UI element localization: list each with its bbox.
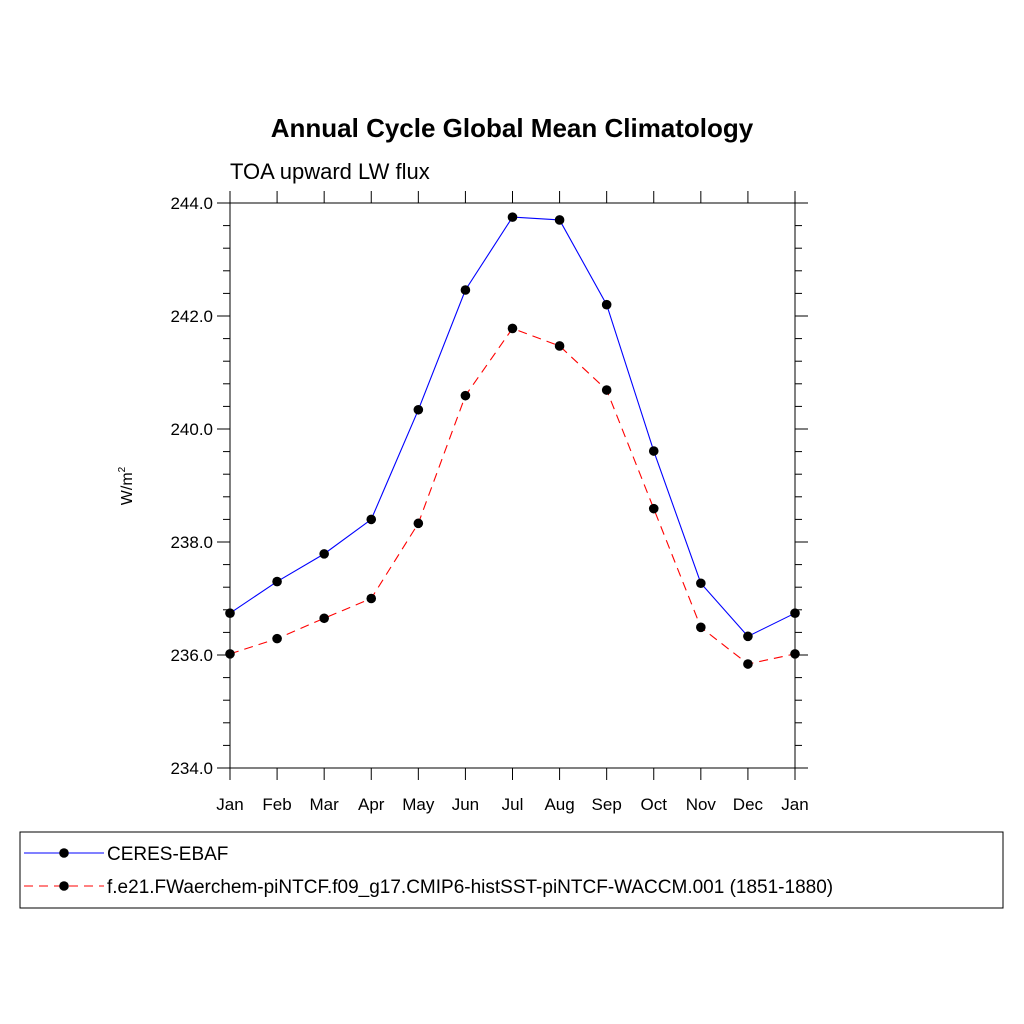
series-1-point — [601, 299, 612, 310]
series-2-point — [648, 503, 659, 514]
legend-marker-2 — [59, 881, 69, 891]
series-1-point — [366, 514, 377, 525]
series-1-point — [554, 215, 565, 225]
series-2-point — [319, 613, 329, 624]
legend: CERES-EBAF f.e21.FWaerchem-piNTCF.f09_g17… — [24, 844, 833, 898]
svg-text:W/m2: W/m2 — [117, 466, 136, 505]
x-tick-label: Jul — [502, 795, 524, 814]
legend-box — [19, 831, 1004, 909]
x-tick-label: Apr — [358, 795, 385, 814]
plot-frame — [229, 202, 796, 769]
series-2-point — [272, 633, 282, 644]
series-2-point — [366, 593, 377, 604]
series-1-point — [790, 608, 800, 618]
y-tick-label: 236.0 — [170, 646, 213, 665]
y-axis-label-superscript: 2 — [117, 466, 128, 472]
x-tick-label: May — [402, 795, 435, 814]
x-tick-label: Feb — [262, 795, 291, 814]
x-tick-label: Jan — [781, 795, 808, 814]
series-2-point — [554, 341, 565, 351]
chart-title: Annual Cycle Global Mean Climatology — [271, 113, 754, 143]
legend-label-1: CERES-EBAF — [107, 844, 228, 865]
legend-marker-1 — [59, 848, 69, 858]
x-tick-label: Jun — [452, 795, 479, 814]
legend-label-2: f.e21.FWaerchem-piNTCF.f09_g17.CMIP6-his… — [107, 877, 833, 898]
x-tick-label: Oct — [641, 795, 668, 814]
series-1-point — [460, 285, 471, 295]
series-1-point — [225, 608, 235, 618]
y-tick-label: 242.0 — [170, 307, 213, 326]
y-axis-label: W/m — [119, 472, 136, 505]
series-1-point — [272, 576, 282, 587]
series-1-point — [696, 578, 706, 589]
series-1-point — [648, 446, 659, 456]
series-2-point — [790, 649, 800, 659]
x-tick-label: Sep — [592, 795, 622, 814]
series-2-point — [743, 659, 753, 669]
series-1-point — [413, 404, 424, 415]
y-tick-label: 244.0 — [170, 194, 213, 213]
y-tick-label: 238.0 — [170, 533, 213, 552]
chart-subtitle: TOA upward LW flux — [230, 159, 430, 184]
y-tick-label: 240.0 — [170, 420, 213, 439]
series-line-2 — [229, 327, 796, 665]
x-tick-label: Mar — [310, 795, 340, 814]
series-2-point — [413, 518, 424, 529]
series-1-point — [507, 212, 518, 222]
series-line-1 — [229, 216, 796, 638]
x-tick-label: Dec — [733, 795, 764, 814]
y-axis-title: W/m2 — [117, 466, 136, 505]
series-2-point — [460, 390, 471, 401]
series-2-point — [225, 649, 235, 659]
x-tick-label: Aug — [544, 795, 574, 814]
series-2-point — [696, 622, 706, 633]
series-1-point — [319, 549, 329, 559]
plot-area: 234.0 236.0 238.0 240.0 242.0 244.0 Jan Feb Mar A… — [170, 191, 809, 814]
series-1-point — [743, 631, 753, 642]
x-tick-label: Jan — [216, 795, 243, 814]
x-tick-label: Nov — [686, 795, 717, 814]
series-2-point — [601, 385, 612, 395]
series-2-point — [507, 323, 518, 334]
y-tick-label: 234.0 — [170, 759, 213, 778]
